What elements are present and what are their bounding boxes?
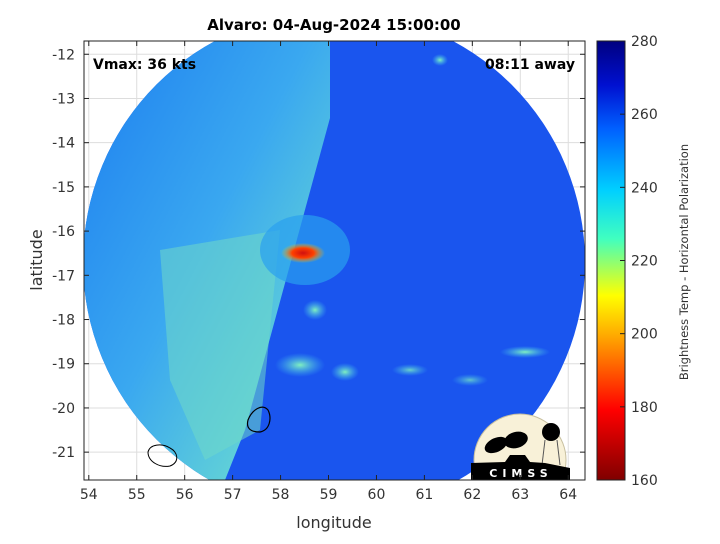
x-tick-label: 62 <box>463 487 481 503</box>
rainband-6 <box>452 374 488 386</box>
cimss-logo: CIMSS <box>471 413 570 480</box>
plot-frame <box>83 40 586 481</box>
colorbar-label: Brightness Temp - Horizontal Polarizatio… <box>677 144 691 380</box>
rainband-5 <box>392 364 428 376</box>
colorbar: 280 260 240 220 200 180 160 Brightness Temp - … <box>596 34 691 489</box>
x-tick-label: 54 <box>80 487 98 503</box>
y-tick-label: -21 <box>52 445 75 461</box>
colorbar-tick-label: 220 <box>631 254 658 270</box>
plot-area: CIMSS 54 55 56 57 58 59 60 61 62 63 64 -12-13-14-1… <box>52 40 586 503</box>
colorbar-tick-label: 280 <box>631 34 658 50</box>
rainband-3 <box>303 300 327 320</box>
y-tick-label: -20 <box>52 401 75 417</box>
x-tick-label: 59 <box>320 487 338 503</box>
x-tick-label: 58 <box>272 487 290 503</box>
y-tick-label: -18 <box>52 313 75 329</box>
x-tick-label: 63 <box>511 487 529 503</box>
colorbar-tick-label: 180 <box>631 400 658 416</box>
island-outline-mauritius <box>246 406 271 433</box>
x-tick-label: 60 <box>368 487 386 503</box>
x-tick-label: 55 <box>128 487 146 503</box>
y-axis-label: latitude <box>27 229 46 290</box>
y-tick-label: -17 <box>52 268 75 284</box>
scene-left <box>84 41 330 480</box>
colorbar-tick-label: 240 <box>631 180 658 196</box>
rainband-2 <box>331 363 359 381</box>
colorbar-tick-label: 260 <box>631 107 658 123</box>
colorbar-tick-label: 200 <box>631 327 658 343</box>
brightness-image <box>84 41 585 480</box>
island-outline-reunion <box>147 444 178 467</box>
y-tick-label: -16 <box>52 224 75 240</box>
x-tick-label: 64 <box>559 487 577 503</box>
y-tick-label: -12 <box>52 47 75 63</box>
vmax-label: Vmax: 36 kts <box>93 57 196 73</box>
bright-spot <box>432 54 448 66</box>
y-tick-label: -19 <box>52 357 75 373</box>
y-axis-ticks: -12 -13 -14 -15 -16 -17 -18 -19 -20 -21 <box>52 47 585 461</box>
chart-title: Alvaro: 04-Aug-2024 15:00:00 <box>207 16 461 34</box>
rainband-4 <box>500 346 550 358</box>
y-tick-label: -15 <box>52 180 75 196</box>
x-tick-label: 56 <box>176 487 194 503</box>
logo-text: CIMSS <box>489 467 552 480</box>
eyewall-hot-spot <box>281 243 325 263</box>
x-tick-label: 61 <box>415 487 433 503</box>
x-axis-label: longitude <box>296 513 371 532</box>
x-axis-ticks: 54 55 56 57 58 59 60 61 62 63 64 <box>80 41 577 503</box>
rainband-1 <box>275 353 325 377</box>
colorbar-tick-label: 160 <box>631 473 658 489</box>
y-tick-label: -13 <box>52 91 75 107</box>
x-tick-label: 57 <box>224 487 242 503</box>
colorbar-ticks: 280 260 240 220 200 180 160 <box>620 34 658 489</box>
y-tick-label: -14 <box>52 136 75 152</box>
cyan-band <box>160 230 280 460</box>
time-away-label: 08:11 away <box>485 57 575 73</box>
